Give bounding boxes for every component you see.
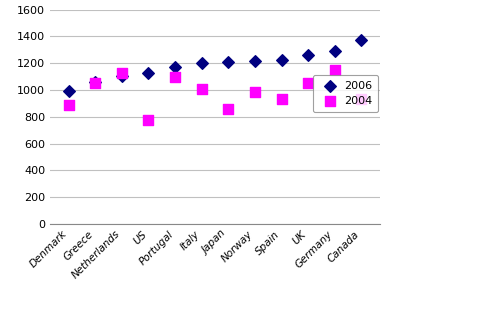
2006 xyxy=(144,71,152,76)
2006 xyxy=(331,49,339,54)
2004 xyxy=(358,97,366,102)
2004 xyxy=(198,87,205,92)
2006 xyxy=(171,64,179,69)
Legend: 2006, 2004: 2006, 2004 xyxy=(313,75,378,112)
2006 xyxy=(91,79,99,84)
2006 xyxy=(118,73,126,78)
2004 xyxy=(331,67,339,72)
2006 xyxy=(224,59,232,64)
2004 xyxy=(278,97,285,102)
2004 xyxy=(144,117,152,123)
2006 xyxy=(358,37,366,42)
2004 xyxy=(118,70,126,75)
2004 xyxy=(304,80,312,85)
2006 xyxy=(198,60,205,66)
2006 xyxy=(304,52,312,58)
2004 xyxy=(251,90,259,95)
2006 xyxy=(251,58,259,63)
2004 xyxy=(64,103,72,108)
2004 xyxy=(224,106,232,111)
2006 xyxy=(278,57,285,62)
2006 xyxy=(64,89,72,94)
2004 xyxy=(171,74,179,79)
2004 xyxy=(91,80,99,85)
